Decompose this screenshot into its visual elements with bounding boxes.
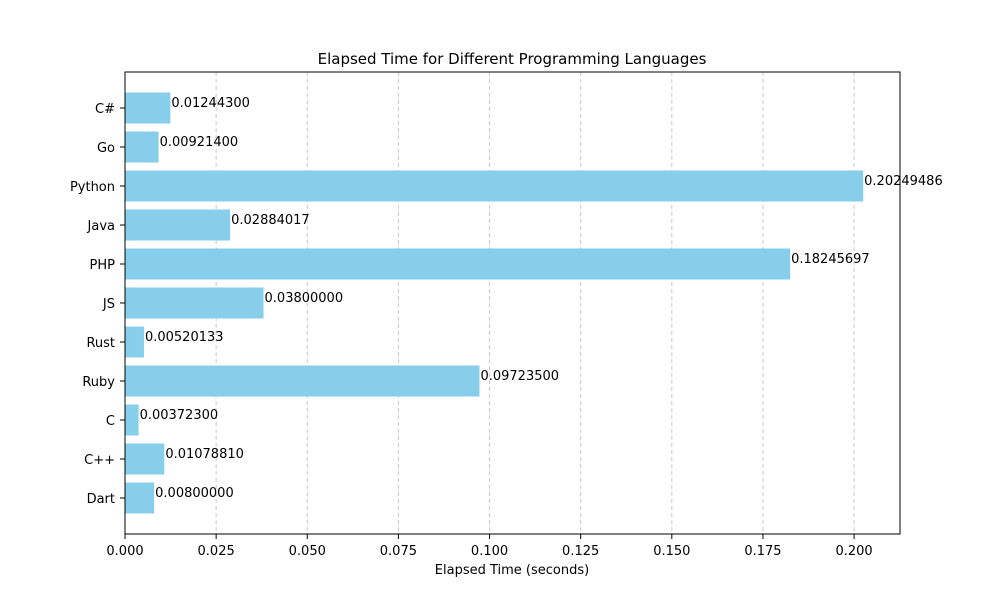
bar-c bbox=[125, 404, 139, 436]
data-label: 0.09723500 bbox=[480, 369, 559, 384]
y-tick-label: C++ bbox=[84, 453, 115, 468]
data-label: 0.02884017 bbox=[231, 213, 310, 228]
bar-dart bbox=[125, 482, 155, 514]
x-axis-ticks: 0.000 0.025 0.050 0.075 0.100 0.125 0.150 0.175… bbox=[106, 534, 873, 559]
y-tick-label: C# bbox=[95, 102, 115, 117]
x-tick-label: 0.075 bbox=[380, 544, 417, 559]
data-label: 0.20249486 bbox=[864, 174, 943, 189]
bar-go bbox=[125, 131, 159, 163]
x-tick-label: 0.050 bbox=[289, 544, 326, 559]
data-label: 0.00800000 bbox=[155, 486, 234, 501]
x-tick-label: 0.175 bbox=[744, 544, 781, 559]
data-label: 0.00372300 bbox=[140, 408, 219, 423]
bar-rust bbox=[125, 326, 144, 358]
y-tick-label: Python bbox=[70, 180, 115, 195]
y-tick-label: Ruby bbox=[82, 375, 115, 390]
data-label: 0.01244300 bbox=[171, 96, 250, 111]
y-tick-label: Java bbox=[87, 219, 115, 234]
y-tick-label: Go bbox=[97, 141, 115, 156]
x-tick-label: 0.100 bbox=[471, 544, 508, 559]
plot-frame bbox=[124, 71, 901, 535]
data-label: 0.00520133 bbox=[145, 330, 224, 345]
y-tick-label: Rust bbox=[86, 336, 115, 351]
x-tick-label: 0.200 bbox=[835, 544, 872, 559]
y-tick-label: C bbox=[106, 414, 115, 429]
x-tick-label: 0.000 bbox=[106, 544, 143, 559]
bar-java bbox=[125, 209, 231, 241]
bar-python bbox=[125, 170, 864, 202]
bar-js bbox=[125, 287, 264, 319]
bar-ruby bbox=[125, 365, 480, 397]
bars bbox=[125, 92, 864, 514]
x-axis-label: Elapsed Time (seconds) bbox=[435, 563, 589, 578]
data-label: 0.00921400 bbox=[160, 135, 239, 150]
data-label: 0.03800000 bbox=[265, 291, 344, 306]
y-tick-label: JS bbox=[102, 297, 115, 312]
data-labels: 0.01244300 0.00921400 0.20249486 0.02884017… bbox=[140, 96, 943, 501]
x-tick-label: 0.150 bbox=[653, 544, 690, 559]
bar-php bbox=[125, 248, 791, 280]
data-label: 0.01078810 bbox=[165, 447, 244, 462]
x-tick-label: 0.125 bbox=[562, 544, 599, 559]
grid-lines bbox=[215, 72, 855, 534]
chart-title: Elapsed Time for Different Programming L… bbox=[318, 50, 707, 68]
y-axis-ticks: C# Go Python Java PHP JS Rust Ruby C C++ Dart bbox=[70, 102, 125, 507]
bar-c- bbox=[125, 443, 165, 475]
data-label: 0.18245697 bbox=[791, 252, 870, 267]
x-tick-label: 0.025 bbox=[198, 544, 235, 559]
bar-c- bbox=[125, 92, 171, 124]
y-tick-label: Dart bbox=[87, 492, 115, 507]
y-tick-label: PHP bbox=[90, 258, 116, 273]
